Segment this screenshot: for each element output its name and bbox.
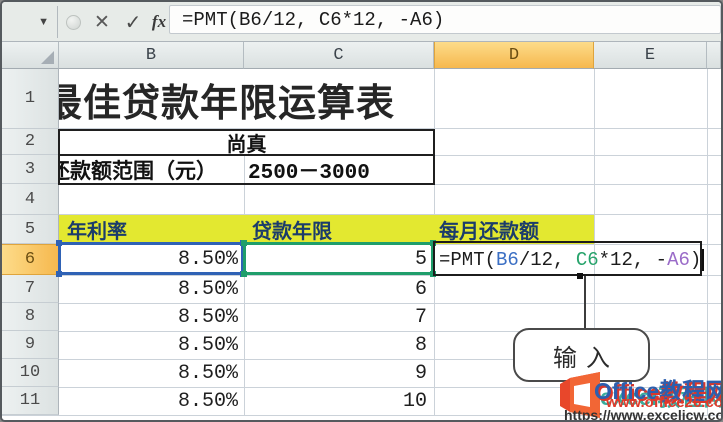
cancel-button[interactable]: ✕ — [94, 11, 110, 33]
gridline — [59, 214, 721, 215]
cell-c7[interactable]: 6 — [414, 277, 427, 301]
callout-pointer-line — [584, 276, 586, 329]
row-header-1[interactable]: 1 — [2, 69, 59, 129]
gridline — [59, 331, 721, 332]
formula-part: ) — [689, 249, 702, 271]
name-box-dropdown-icon[interactable]: ▼ — [38, 16, 49, 28]
cell-b7[interactable]: 8.50% — [177, 277, 238, 301]
watermark-brand-back: excel教程网 — [600, 384, 723, 410]
formula-bar: ▼ ✕ ✓ fx =PMT(B6/12, C6*12, -A6) — [2, 2, 721, 42]
gridline — [59, 275, 721, 276]
cell-c5-header[interactable]: 贷款年限 — [244, 215, 434, 244]
column-header-e[interactable]: E — [594, 42, 707, 69]
cell-b5-header[interactable]: 年利率 — [59, 215, 244, 244]
office-logo-icon — [560, 372, 600, 418]
edit-box-d6 — [433, 241, 702, 276]
ref-handle[interactable] — [56, 271, 62, 277]
row-header-2[interactable]: 2 — [2, 129, 59, 155]
edit-box-handle[interactable] — [577, 273, 583, 279]
cell-c8[interactable]: 7 — [414, 305, 427, 329]
corner-triangle-icon — [41, 51, 54, 64]
column-header-partial — [707, 42, 721, 69]
formula-ref-b6: B6 — [496, 249, 519, 271]
row-header-4[interactable]: 4 — [2, 184, 59, 215]
table-border-box — [58, 129, 435, 185]
cell-c10[interactable]: 9 — [414, 361, 427, 385]
gridline — [244, 155, 245, 415]
gridline — [59, 359, 721, 360]
formula-input[interactable]: =PMT(B6/12, C6*12, -A6) — [169, 5, 721, 34]
row-header-5[interactable]: 5 — [2, 215, 59, 244]
ref-handle[interactable] — [241, 240, 247, 246]
gridline — [707, 69, 708, 415]
row-header-11[interactable]: 11 — [2, 387, 59, 415]
column-header-b[interactable]: B — [59, 42, 244, 69]
name-box[interactable]: ▼ — [2, 2, 57, 42]
formula-bar-circle-button[interactable] — [62, 2, 84, 42]
row-header-10[interactable]: 10 — [2, 359, 59, 387]
row-header-3[interactable]: 3 — [2, 155, 59, 184]
cell-b8[interactable]: 8.50% — [177, 305, 238, 329]
ref-handle[interactable] — [56, 240, 62, 246]
insert-function-button[interactable]: fx — [151, 12, 167, 31]
cell-range-value[interactable]: 2500－3000 — [248, 161, 370, 185]
ref-box-b6 — [58, 242, 244, 275]
watermark: excel教程网 Office教程网 www.office26.com http… — [554, 368, 723, 422]
cell-range-label[interactable]: 还款额范围（元） — [59, 156, 244, 184]
gridline — [59, 128, 721, 129]
cell-c11[interactable]: 10 — [402, 389, 427, 413]
formula-ref-a6: A6 — [667, 249, 690, 271]
range-label-text: 还款额范围（元） — [59, 161, 217, 184]
column-header-d[interactable]: D — [434, 42, 594, 69]
watermark-url-red: www.office26.com — [606, 394, 723, 411]
row-header-6[interactable]: 6 — [2, 244, 59, 275]
row-header-7[interactable]: 7 — [2, 275, 59, 303]
row-header-9[interactable]: 9 — [2, 331, 59, 359]
formula-part: /12, — [518, 249, 576, 271]
cell-b9[interactable]: 8.50% — [177, 333, 238, 357]
cell-b6[interactable]: 8.50% — [177, 248, 238, 271]
watermark-brand-front: Office教程网 — [594, 378, 723, 404]
column-header-c[interactable]: C — [244, 42, 434, 69]
formula-part: =PMT( — [439, 249, 497, 271]
sheet-bottom-strip — [2, 415, 721, 420]
sheet-title: 最佳贷款年限运算表 — [59, 82, 396, 125]
cell-c6[interactable]: 5 — [414, 248, 427, 271]
formula-ref-c6: C6 — [575, 249, 599, 271]
row-header-8[interactable]: 8 — [2, 303, 59, 331]
cell-d5-header[interactable]: 每月还款额 — [434, 215, 594, 244]
cell-d6-formula[interactable]: =PMT(B6/12, C6 *12, - A6) — [439, 245, 705, 275]
ref-box-c6 — [243, 242, 434, 275]
formula-part: *12, - — [598, 249, 668, 271]
cell-c9[interactable]: 8 — [414, 333, 427, 357]
select-all-corner[interactable] — [2, 42, 59, 69]
table-border-divider — [58, 154, 435, 156]
cell-owner[interactable]: 尚真 — [226, 133, 267, 156]
formula-bar-separator — [57, 6, 58, 38]
cell-b11[interactable]: 8.50% — [177, 389, 238, 413]
circle-icon — [65, 14, 81, 30]
ref-handle[interactable] — [241, 271, 247, 277]
gridline — [59, 387, 721, 388]
text-cursor — [702, 249, 705, 271]
gridline — [59, 303, 721, 304]
watermark-url-dark: https://www.exceljcw.com — [564, 407, 723, 422]
enter-button[interactable]: ✓ — [124, 11, 142, 34]
cell-a1-title[interactable]: 最佳贷款年限运算表 — [59, 70, 499, 128]
cell-b10[interactable]: 8.50% — [177, 361, 238, 385]
